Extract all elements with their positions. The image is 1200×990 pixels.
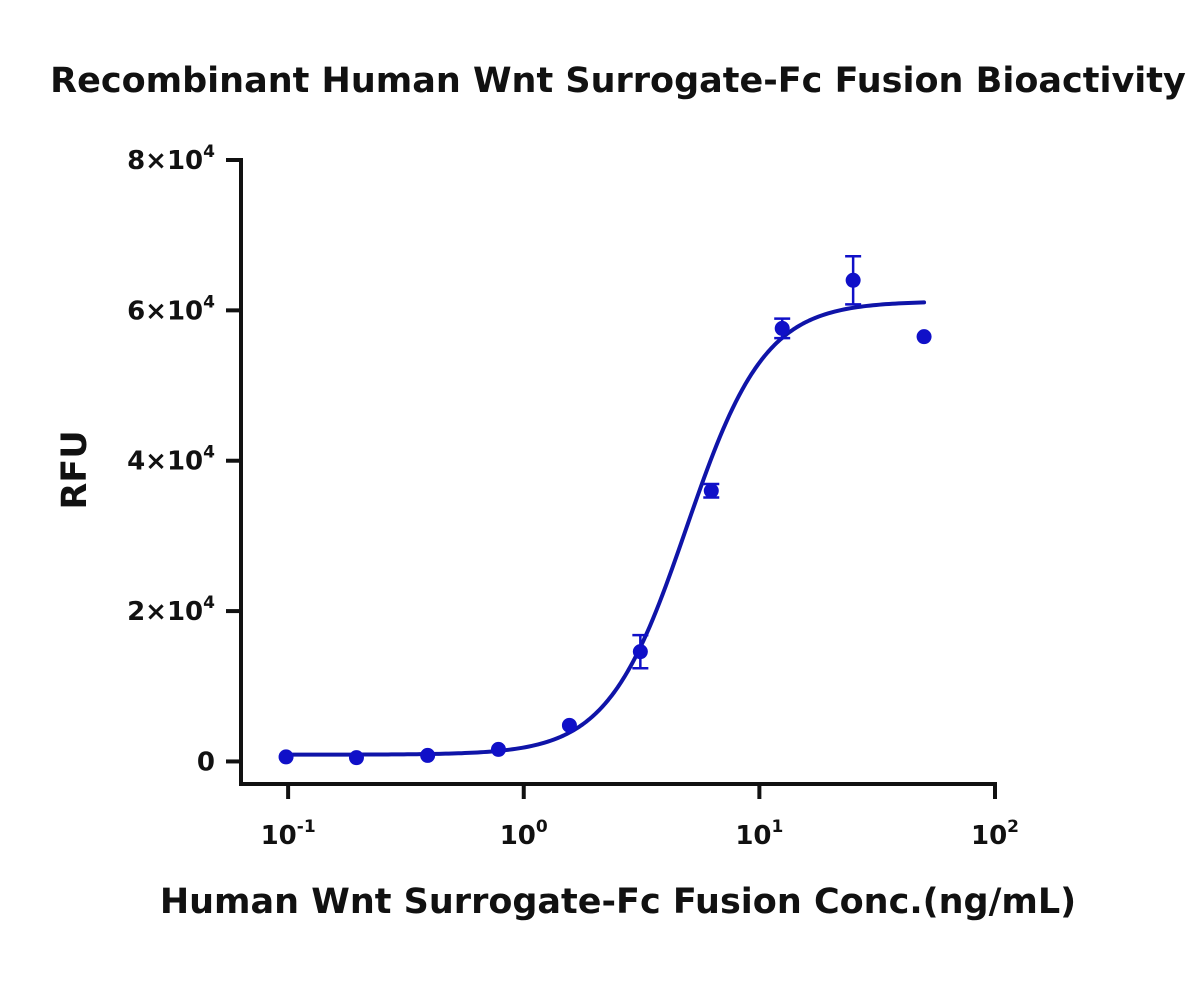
data-point xyxy=(916,329,932,345)
x-tick-label: 102 xyxy=(971,817,1019,851)
data-point xyxy=(561,717,577,733)
fit-curve-line xyxy=(284,300,927,757)
data-point xyxy=(348,750,364,766)
y-tick-label: 8×104 xyxy=(127,142,215,176)
data-point xyxy=(278,749,294,765)
data-point xyxy=(845,272,861,288)
data-point xyxy=(420,747,436,763)
x-tick-label: 100 xyxy=(500,817,548,851)
x-tick-label: 101 xyxy=(735,817,783,851)
data-point xyxy=(490,741,506,757)
x-axis-label: Human Wnt Surrogate-Fc Fusion Conc.(ng/m… xyxy=(160,882,1076,922)
y-tick-label: 4×104 xyxy=(127,443,215,477)
y-tick-label: 6×104 xyxy=(127,292,215,326)
y-tick-label: 0 xyxy=(197,747,215,777)
x-axis-ticks: 10-1 100 101 102 xyxy=(261,784,1019,851)
data-point xyxy=(703,483,719,499)
chart-title: Recombinant Human Wnt Surrogate-Fc Fusio… xyxy=(50,61,1186,101)
x-tick-label: 10-1 xyxy=(261,817,316,851)
y-tick-label: 2×104 xyxy=(127,593,215,627)
y-axis-label: RFU xyxy=(55,430,95,509)
data-points xyxy=(278,254,932,766)
y-axis-ticks: 0 2×104 4×104 6×104 8×104 xyxy=(127,142,241,777)
data-point xyxy=(632,644,648,660)
data-point xyxy=(774,320,790,336)
